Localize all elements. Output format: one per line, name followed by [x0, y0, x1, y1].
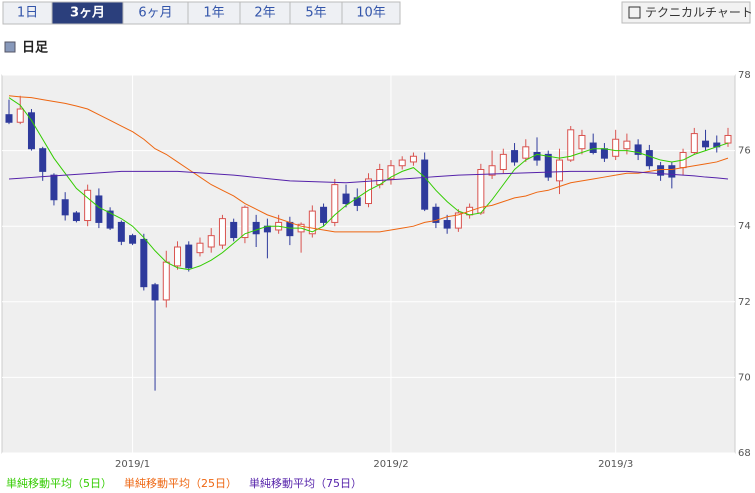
tab-label[interactable]: 1日	[17, 6, 38, 21]
candle-body	[567, 129, 575, 161]
x-tick-label: 2019/1	[115, 459, 150, 470]
candle-body	[252, 221, 260, 235]
legend-entry: 単純移動平均（75日）	[249, 476, 362, 490]
section-title: 日足	[22, 41, 49, 56]
candle-body	[623, 140, 631, 150]
candle-body	[129, 235, 137, 244]
y-tick-label: 70	[738, 372, 751, 383]
y-tick-label: 78	[738, 70, 751, 81]
candle-body	[387, 165, 395, 180]
candle-body	[634, 144, 642, 155]
tab-label[interactable]: 6ヶ月	[138, 6, 172, 21]
tab-label[interactable]: 1年	[203, 6, 224, 21]
candle-body	[230, 221, 238, 239]
legend-entry: 単純移動平均（5日）	[6, 476, 112, 490]
candle-body	[454, 212, 462, 229]
candle-body	[140, 238, 148, 288]
candle-body	[578, 134, 586, 150]
candle-body	[488, 165, 496, 176]
candle-body	[522, 146, 530, 159]
candle-body	[117, 221, 125, 242]
candle-body	[27, 112, 35, 150]
candle-body	[218, 218, 226, 246]
candle-body	[84, 189, 92, 222]
candle-body	[308, 210, 316, 235]
y-tick-label: 68	[738, 448, 751, 459]
tab-label[interactable]: 10年	[356, 6, 386, 21]
candle-body	[724, 134, 732, 144]
y-tick-label: 76	[738, 146, 751, 157]
x-tick-label: 2019/2	[373, 459, 408, 470]
x-tick-label: 2019/3	[598, 459, 633, 470]
section-icon	[4, 41, 16, 53]
plot-area	[1, 74, 736, 454]
candle-body	[421, 159, 429, 210]
candle-body	[690, 133, 698, 153]
legend-entry: 単純移動平均（25日）	[124, 476, 237, 490]
candle-body	[365, 178, 372, 205]
candle-body	[162, 261, 170, 301]
tab-label[interactable]: 3ヶ月	[70, 6, 105, 21]
y-tick-label: 74	[738, 221, 751, 232]
candle-body	[95, 195, 103, 223]
candle-body	[5, 114, 13, 123]
tab-label[interactable]: 5年	[305, 6, 326, 21]
candle-body	[151, 284, 159, 301]
candle-body	[39, 148, 47, 172]
button-icon	[628, 6, 641, 19]
candle-body	[533, 151, 541, 161]
button-label[interactable]: テクニカルチャート	[645, 6, 753, 20]
candle-body	[106, 210, 114, 229]
moving-average-line	[8, 97, 729, 271]
candle-body	[342, 193, 350, 205]
y-tick-label: 72	[738, 297, 751, 308]
technical-button[interactable]	[621, 1, 751, 24]
candle-body	[196, 242, 204, 254]
candle-body	[555, 159, 563, 182]
candle-body	[207, 235, 215, 248]
candle-body	[16, 108, 24, 123]
candle-body	[320, 206, 328, 223]
candle-body	[174, 246, 182, 267]
candle-body	[409, 155, 417, 163]
candle-body	[544, 153, 552, 178]
candle-body	[286, 221, 294, 237]
moving-average-line	[8, 95, 729, 233]
candle-body	[600, 148, 608, 159]
candle-body	[398, 159, 406, 167]
tab-label[interactable]: 2年	[254, 6, 275, 21]
candle-body	[443, 220, 451, 229]
candle-body	[50, 174, 58, 201]
candle-body	[589, 142, 597, 153]
candle-body	[612, 138, 620, 157]
candle-body	[72, 212, 80, 222]
candle-body	[185, 244, 193, 269]
tab[interactable]	[341, 1, 401, 25]
candle-body	[432, 206, 440, 223]
candle-body	[702, 140, 710, 148]
candle-body	[61, 199, 69, 216]
moving-average-line	[8, 170, 729, 184]
candle-body	[376, 169, 384, 186]
candle-body	[331, 184, 339, 223]
candle-body	[499, 153, 507, 171]
candle-body	[511, 150, 519, 163]
candle-body	[241, 206, 249, 239]
candle-body	[645, 150, 653, 167]
candle-body	[668, 165, 676, 178]
